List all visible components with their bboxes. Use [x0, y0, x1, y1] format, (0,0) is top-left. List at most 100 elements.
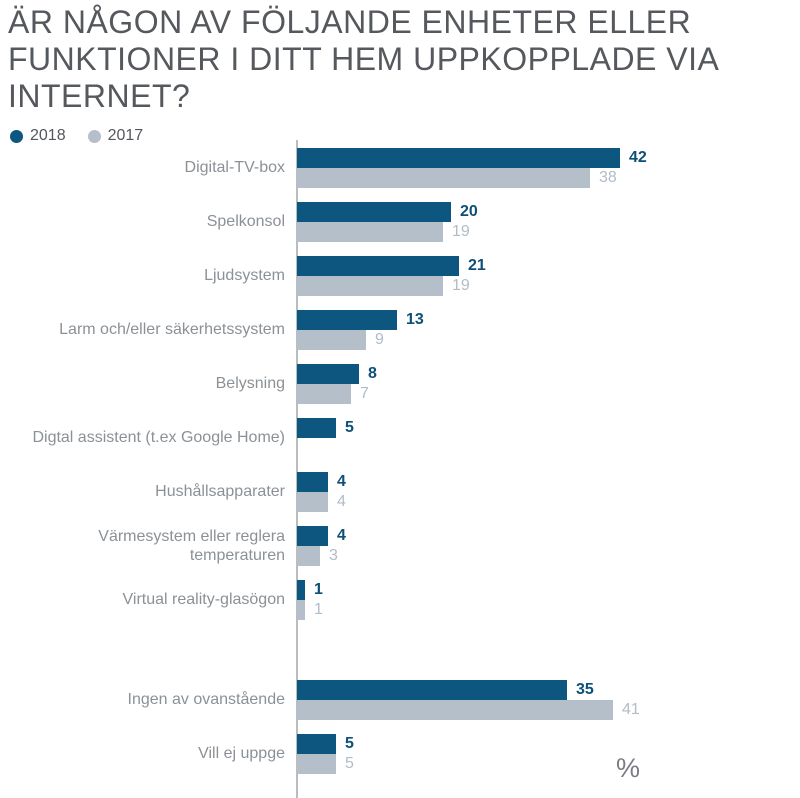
- value-label-2018: 5: [345, 735, 354, 752]
- bar-pair: 42 38: [297, 148, 800, 188]
- category-label: Ljudsystem: [204, 267, 285, 285]
- value-label-2017: 38: [599, 169, 617, 186]
- bar-row-2018: 8: [297, 364, 800, 384]
- bar-pair: 13 9: [297, 310, 800, 350]
- value-label-2018: 4: [337, 473, 346, 490]
- bar-row-2017: 19: [297, 276, 800, 296]
- bar-2017: [297, 492, 328, 512]
- bar-2017: [297, 222, 443, 242]
- bar-group: Larm och/eller säkerhetssystem 13 9: [0, 310, 800, 350]
- value-label-2018: 4: [337, 527, 346, 544]
- bar-2018: [297, 310, 397, 330]
- bar-row-2018: 5: [297, 418, 800, 438]
- category-label: Belysning: [215, 375, 285, 393]
- value-label-2018: 42: [629, 149, 647, 166]
- legend-item-2017: 2017: [87, 127, 144, 145]
- category-label: Värmesystem eller reglera temperaturen: [98, 527, 285, 564]
- bar-row-2018: 21: [297, 256, 800, 276]
- bar-2018: [297, 148, 620, 168]
- bar-group: Digtal assistent (t.ex Google Home) 5: [0, 418, 800, 458]
- bar-row-2017: 38: [297, 168, 800, 188]
- value-label-2017: 7: [360, 385, 369, 402]
- bar-row-2017: 7: [297, 384, 800, 404]
- bar-group: Vill ej uppge 5 5: [0, 734, 800, 774]
- bar-2017: [297, 754, 336, 774]
- category-label: Digtal assistent (t.ex Google Home): [32, 429, 285, 447]
- bar-group: Ljudsystem 21 19: [0, 256, 800, 296]
- chart-title-line: ÄR NÅGON AV FÖLJANDE ENHETER ELLER: [8, 4, 692, 40]
- value-label-2017: 19: [452, 277, 470, 294]
- bar-row-2018: 35: [297, 680, 800, 700]
- chart-title-line: FUNKTIONER I DITT HEM UPPKOPPLADE VIA: [8, 41, 720, 77]
- bar-2017: [297, 330, 366, 350]
- category-label: Hushållsapparater: [155, 483, 285, 501]
- y-axis-line: [296, 140, 298, 798]
- bar-2018: [297, 580, 305, 600]
- value-label-2018: 21: [468, 257, 486, 274]
- bar-2017: [297, 600, 305, 620]
- bar-row-2017: 19: [297, 222, 800, 242]
- legend-dot-icon: [10, 129, 23, 143]
- bar-pair: 21 19: [297, 256, 800, 296]
- bar-group: Värmesystem eller reglera temperaturen 4 3: [0, 526, 800, 566]
- value-label-2017: 1: [314, 601, 323, 618]
- legend-label: 2018: [30, 127, 66, 144]
- bar-groups: Digital-TV-box 42 38 Spelkonsol 20 19 Ljudsyst…: [0, 148, 800, 774]
- bar-row-2017: 4: [297, 492, 800, 512]
- bar-row-2017: 9: [297, 330, 800, 350]
- bar-row-2018: 13: [297, 310, 800, 330]
- value-label-2018: 5: [345, 419, 354, 436]
- bar-row-2018: 42: [297, 148, 800, 168]
- bar-group: Ingen av ovanstående 35 41: [0, 680, 800, 720]
- value-label-2017: 5: [345, 755, 354, 772]
- bar-2018: [297, 734, 336, 754]
- value-label-2017: 19: [452, 223, 470, 240]
- bar-row-2018: 1: [297, 580, 800, 600]
- bar-row-2017: 5: [297, 754, 800, 774]
- bar-2017: [297, 168, 590, 188]
- bar-2017: [297, 384, 351, 404]
- value-label-2018: 1: [314, 581, 323, 598]
- bar-row-2017: [297, 438, 800, 458]
- bar-row-2018: 4: [297, 526, 800, 546]
- bar-row-2017: 1: [297, 600, 800, 620]
- bar-2018: [297, 202, 451, 222]
- bar-group: Virtual reality-glasögon 1 1: [0, 580, 800, 620]
- value-label-2018: 13: [406, 311, 424, 328]
- category-label: Vill ej uppge: [198, 745, 285, 763]
- bar-pair: 5: [297, 418, 800, 458]
- bar-row-2018: 5: [297, 734, 800, 754]
- bar-row-2018: 4: [297, 472, 800, 492]
- legend-label: 2017: [107, 127, 144, 144]
- chart-legend: 2018 2017: [10, 127, 143, 145]
- category-label: Digital-TV-box: [184, 159, 285, 177]
- legend-dot-icon: [87, 129, 101, 143]
- category-label: Ingen av ovanstående: [127, 691, 285, 709]
- bar-2017: [297, 546, 320, 566]
- percent-unit-label: %: [616, 753, 641, 783]
- bar-group: Spelkonsol 20 19: [0, 202, 800, 242]
- bar-2017: [297, 700, 613, 720]
- bar-group: Digital-TV-box 42 38: [0, 148, 800, 188]
- value-label-2017: 41: [622, 701, 640, 718]
- value-label-2018: 35: [576, 681, 594, 698]
- value-label-2018: 8: [368, 365, 377, 382]
- category-label: Larm och/eller säkerhetssystem: [59, 321, 285, 339]
- legend-item-2018: 2018: [10, 127, 66, 145]
- bar-2018: [297, 418, 336, 438]
- value-label-2017: 9: [375, 331, 384, 348]
- chart-title: ÄR NÅGON AV FÖLJANDE ENHETER ELLER FUNKTI…: [8, 4, 719, 115]
- bar-pair: 20 19: [297, 202, 800, 242]
- bar-2018: [297, 472, 328, 492]
- bar-row-2017: 41: [297, 700, 800, 720]
- bar-2018: [297, 364, 359, 384]
- bar-2017: [297, 276, 443, 296]
- category-label: Virtual reality-glasögon: [122, 591, 285, 609]
- value-label-2017: 3: [329, 547, 338, 564]
- bar-group: Belysning 8 7: [0, 364, 800, 404]
- bar-row-2017: 3: [297, 546, 800, 566]
